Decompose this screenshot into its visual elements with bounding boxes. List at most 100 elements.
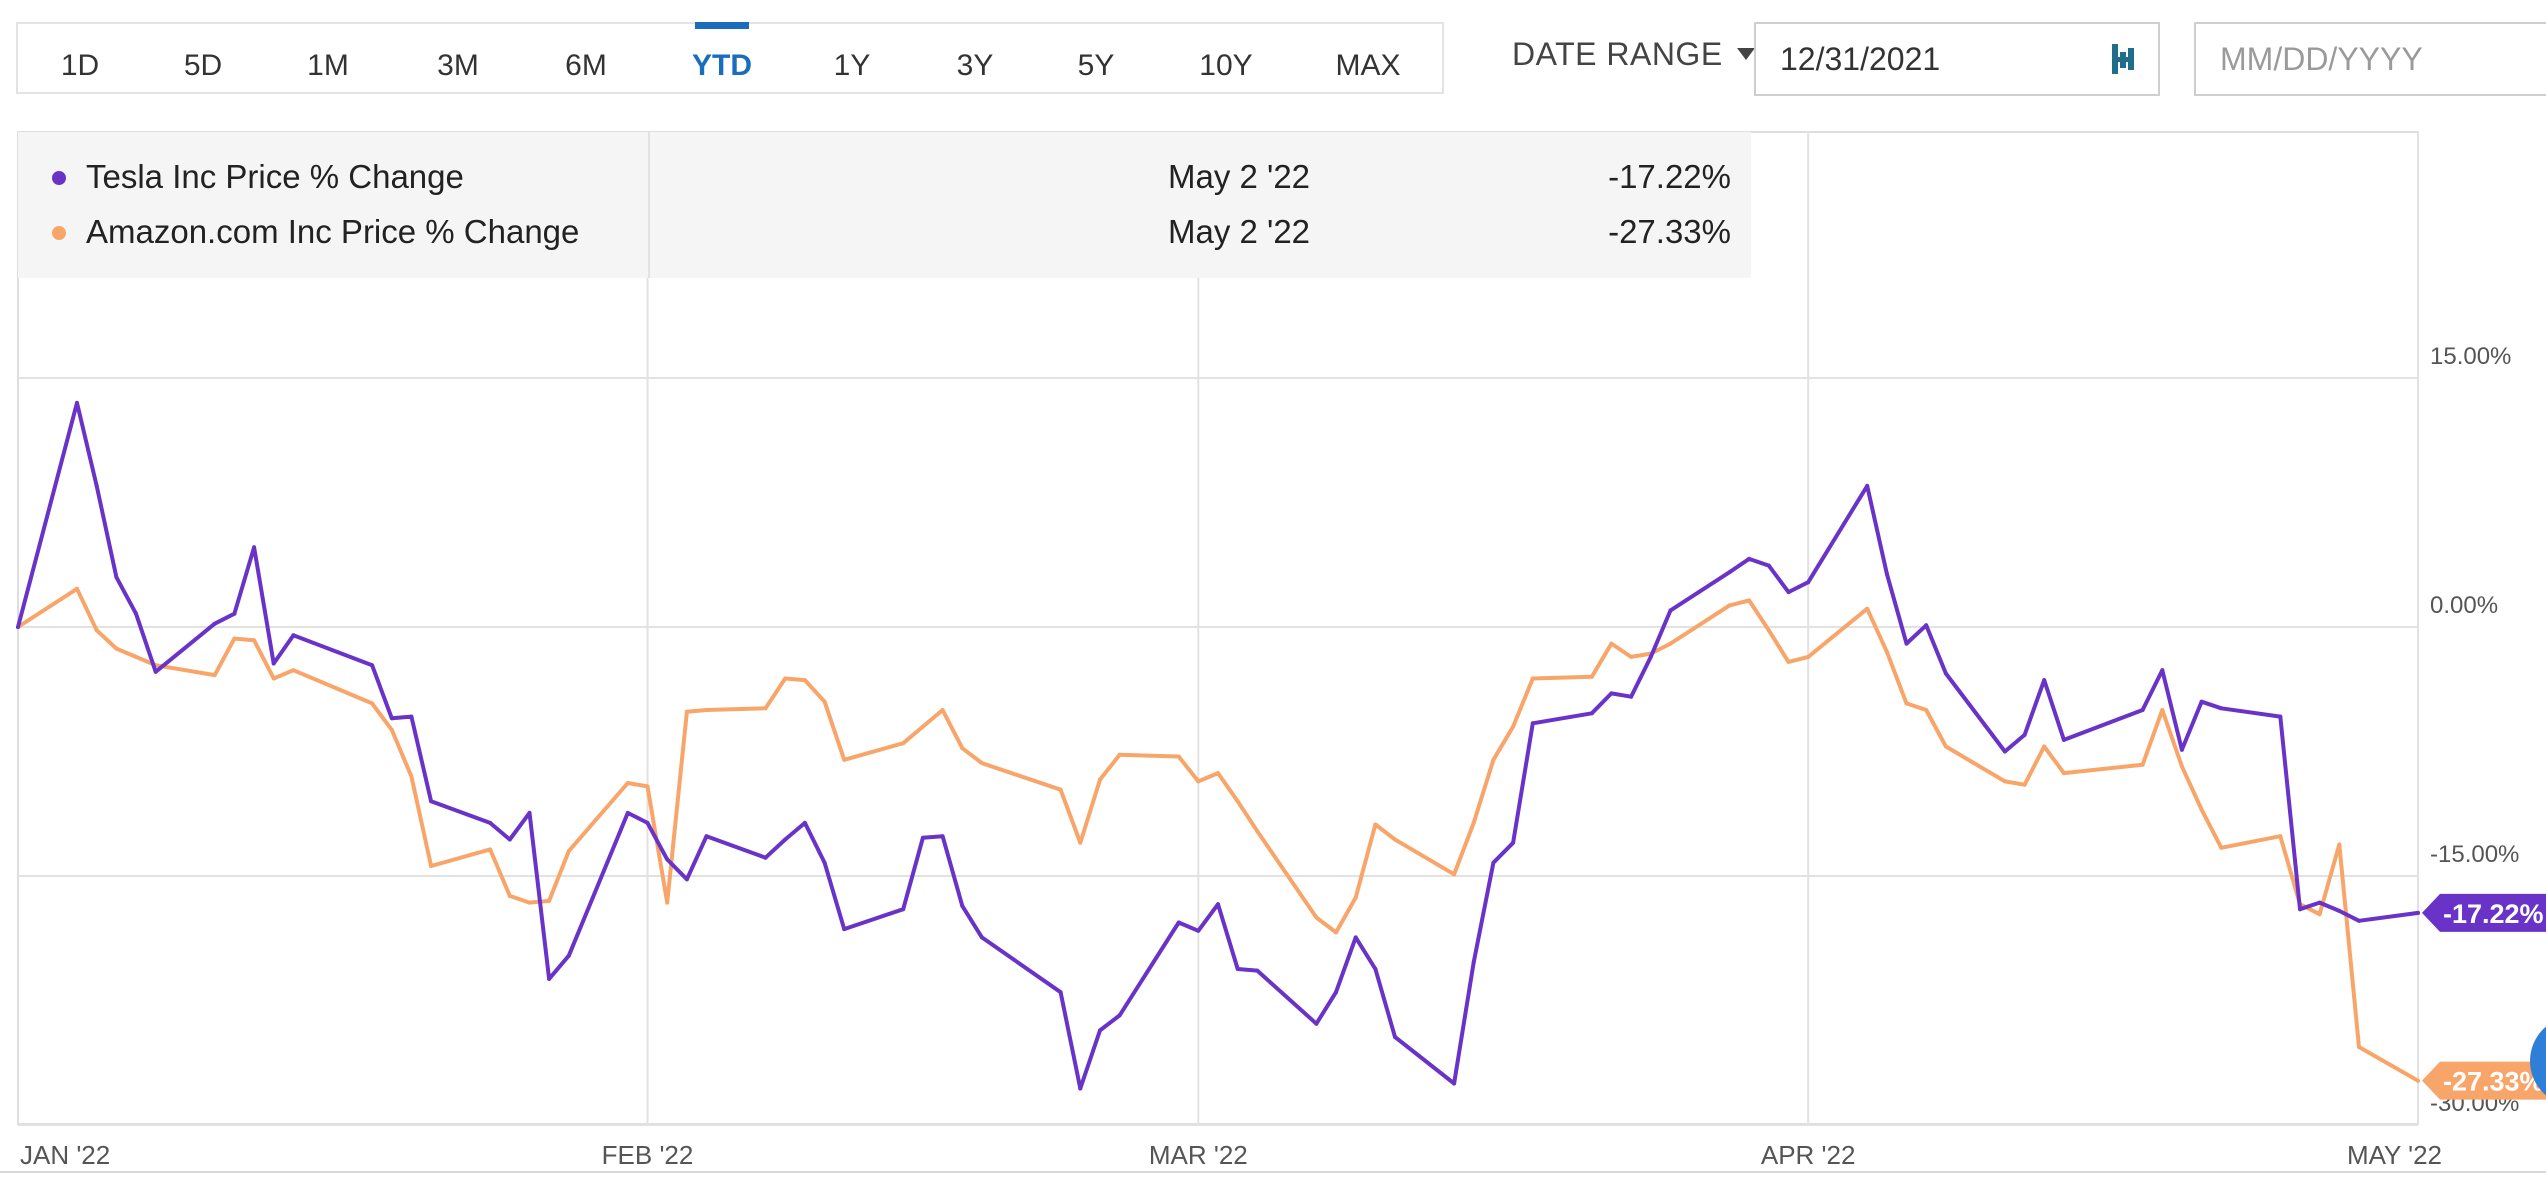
- data-point: [1216, 771, 1220, 776]
- data-point: [1766, 628, 1771, 633]
- calendar-icon[interactable]: [2110, 42, 2138, 76]
- period-tab-1m[interactable]: 1M: [307, 49, 349, 82]
- data-point: [2199, 699, 2204, 704]
- data-point: [547, 976, 552, 981]
- data-point: [940, 834, 945, 839]
- legend-dot-tesla: [52, 171, 66, 185]
- data-point: [429, 864, 434, 868]
- data-point: [645, 784, 650, 789]
- data-point: [842, 927, 847, 932]
- period-tab-ytd[interactable]: YTD: [667, 22, 777, 92]
- period-tab-3y[interactable]: 3Y: [956, 49, 994, 82]
- data-point: [370, 701, 375, 706]
- data-point: [1058, 990, 1063, 995]
- data-point: [252, 545, 257, 550]
- series-line: [16, 400, 2420, 1091]
- data-point: [271, 676, 276, 681]
- data-point: [134, 654, 138, 659]
- date-range-dropdown[interactable]: DATE RANGE: [1512, 36, 1755, 73]
- chevron-down-icon: [1736, 47, 1755, 60]
- end-date-input[interactable]: MM/DD/YYYY: [2194, 22, 2546, 96]
- data-point: [1904, 641, 1909, 646]
- series-line: [16, 586, 2420, 1083]
- data-point: [488, 820, 493, 825]
- data-point: [1766, 563, 1771, 568]
- x-tick-label: FEB '22: [602, 1140, 694, 1170]
- data-point: [1452, 1081, 1457, 1086]
- data-point: [1196, 928, 1201, 933]
- data-point: [527, 810, 532, 815]
- data-point: [1904, 701, 1909, 706]
- period-selector: 1D 5D 1M 3M 6M YTD 1Y 3Y 5Y 10Y MAX: [16, 22, 1444, 94]
- data-point: [429, 799, 434, 804]
- data-point: [1668, 641, 1673, 646]
- data-point: [1806, 654, 1811, 659]
- data-point: [1216, 902, 1220, 907]
- period-tab-3m[interactable]: 3M: [437, 49, 479, 82]
- period-tab-1d[interactable]: 1D: [60, 49, 100, 82]
- legend-date: May 2 '22: [1168, 158, 1311, 195]
- end-date-placeholder: MM/DD/YYYY: [2220, 41, 2423, 77]
- data-point: [271, 661, 276, 666]
- data-point: [1176, 754, 1181, 759]
- data-point: [1727, 570, 1732, 575]
- start-date-input[interactable]: 12/31/2021: [1754, 22, 2160, 96]
- data-point: [566, 953, 571, 958]
- period-tab-10y[interactable]: 10Y: [1199, 49, 1253, 82]
- data-point: [2199, 807, 2204, 812]
- data-point: [527, 900, 532, 905]
- data-point: [1530, 721, 1535, 726]
- data-point: [1117, 1013, 1122, 1018]
- data-point: [979, 935, 984, 940]
- data-point: [704, 708, 709, 712]
- end-value-tag: -17.22%: [2422, 893, 2546, 932]
- date-range-label: DATE RANGE: [1512, 36, 1723, 72]
- data-point: [960, 746, 965, 751]
- data-point: [2317, 900, 2322, 905]
- data-point: [389, 716, 394, 721]
- legend-value: -17.22%: [1608, 158, 1731, 195]
- legend-item-tesla[interactable]: Tesla Inc Price % Change May 2 '22 -17.2…: [18, 154, 1751, 208]
- data-point: [2042, 678, 2047, 683]
- data-point: [1196, 779, 1201, 784]
- data-point: [232, 611, 237, 616]
- data-point: [1235, 799, 1240, 804]
- data-point: [901, 907, 906, 912]
- data-point: [979, 761, 984, 766]
- data-point: [901, 741, 906, 746]
- data-point: [940, 708, 945, 712]
- data-point: [409, 714, 414, 719]
- period-tab-5d[interactable]: 5D: [183, 49, 223, 82]
- data-point: [1491, 757, 1496, 762]
- y-tick-label: 0.00%: [2430, 592, 2498, 619]
- period-tab-1y[interactable]: 1Y: [833, 49, 871, 82]
- legend-series-name: Amazon.com Inc Price % Change: [86, 213, 580, 250]
- legend-dot-amazon: [52, 226, 66, 240]
- data-point: [1393, 837, 1397, 842]
- data-point: [842, 757, 847, 762]
- data-point: [1747, 556, 1752, 561]
- period-tab-5y[interactable]: 5Y: [1077, 49, 1115, 82]
- data-point: [1235, 967, 1240, 971]
- end-value-label: -17.22%: [2443, 899, 2544, 929]
- data-point: [1098, 1028, 1102, 1033]
- data-point: [2337, 908, 2342, 913]
- data-point: [134, 611, 138, 616]
- data-point: [2002, 749, 2007, 754]
- data-point: [2160, 708, 2165, 712]
- period-tab-6m[interactable]: 6M: [565, 49, 607, 82]
- data-point: [389, 727, 394, 732]
- data-point: [1924, 623, 1929, 628]
- data-point: [1589, 711, 1594, 716]
- data-point: [2357, 918, 2361, 923]
- data-point: [291, 668, 296, 673]
- period-tab-max[interactable]: MAX: [1335, 49, 1401, 82]
- data-point: [802, 820, 807, 825]
- data-point: [1511, 724, 1516, 729]
- data-point: [1511, 840, 1516, 845]
- data-point: [763, 706, 768, 711]
- x-tick-label: MAY '22: [2347, 1140, 2442, 1170]
- legend-item-amazon[interactable]: Amazon.com Inc Price % Change May 2 '22 …: [18, 209, 1751, 263]
- x-tick-label: APR '22: [1761, 1140, 1856, 1170]
